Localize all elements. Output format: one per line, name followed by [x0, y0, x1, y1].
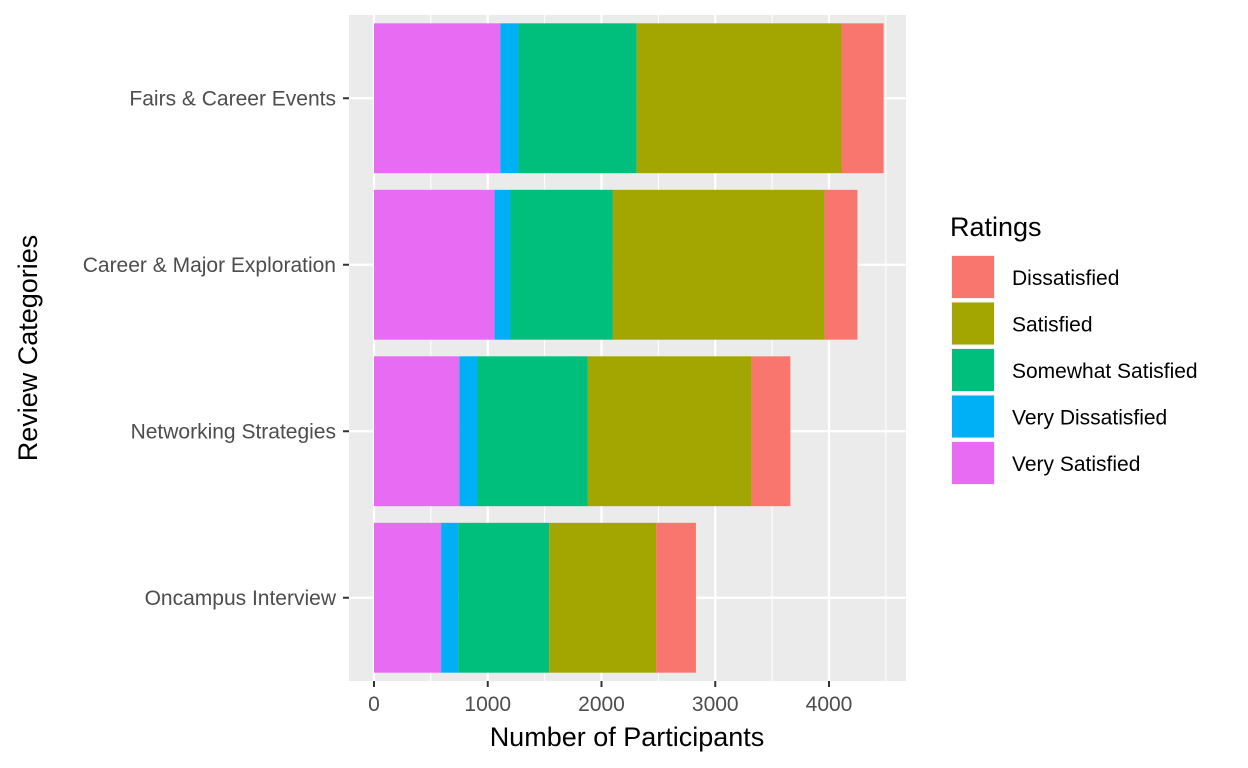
legend: Ratings Dissatisfied Satisfied Somewhat Sa… — [950, 212, 1198, 485]
y-axis: Fairs & Career Events Career & Major Expl… — [83, 87, 349, 610]
bar-segment-very-dissatisfied — [459, 356, 478, 507]
x-tick-label: 4000 — [806, 693, 853, 716]
x-tick-label: 2000 — [578, 693, 625, 716]
x-tick-label: 1000 — [464, 693, 511, 716]
bar-segment-very-satisfied — [374, 189, 495, 340]
legend-label: Very Satisfied — [1012, 453, 1140, 476]
bar-segment-very-dissatisfied — [494, 189, 511, 340]
bars — [374, 23, 884, 673]
y-tick-label: Oncampus Interview — [145, 587, 337, 610]
bar-segment-very-dissatisfied — [441, 522, 459, 673]
bar-segment-dissatisfied — [841, 23, 884, 174]
bar-segment-very-satisfied — [374, 522, 442, 673]
legend-items: Dissatisfied Satisfied Somewhat Satisfied V… — [951, 255, 1198, 485]
bar-segment-dissatisfied — [824, 189, 858, 340]
bar-segment-dissatisfied — [751, 356, 791, 507]
legend-key-swatch — [952, 256, 994, 298]
y-tick-label: Networking Strategies — [131, 420, 336, 443]
bar-segment-satisfied — [612, 189, 825, 340]
bar-segment-somewhat-satisfied — [510, 189, 613, 340]
bar-segment-satisfied — [636, 23, 842, 174]
legend-label: Somewhat Satisfied — [1012, 360, 1198, 383]
legend-key-swatch — [952, 442, 994, 484]
y-axis-title: Review Categories — [13, 235, 43, 462]
legend-title: Ratings — [950, 212, 1042, 242]
legend-label: Satisfied — [1012, 314, 1093, 337]
y-tick-label: Career & Major Exploration — [83, 254, 336, 277]
bar-segment-satisfied — [587, 356, 752, 507]
bar-segment-somewhat-satisfied — [477, 356, 588, 507]
bar-segment-very-satisfied — [374, 23, 501, 174]
x-axis-title: Number of Participants — [490, 722, 765, 752]
bar-segment-somewhat-satisfied — [518, 23, 637, 174]
x-tick-label: 0 — [368, 693, 380, 716]
y-tick-label: Fairs & Career Events — [129, 87, 336, 110]
legend-key-swatch — [952, 395, 994, 438]
bar-segment-very-satisfied — [374, 356, 460, 507]
legend-label: Very Dissatisfied — [1012, 407, 1167, 430]
legend-key-swatch — [952, 302, 994, 345]
x-tick-label: 3000 — [692, 693, 739, 716]
bar-segment-somewhat-satisfied — [458, 522, 550, 673]
x-axis: 0 1000 2000 3000 4000 — [368, 681, 852, 716]
legend-key-swatch — [952, 349, 994, 391]
bar-segment-very-dissatisfied — [500, 23, 519, 174]
bar-segment-satisfied — [549, 522, 657, 673]
bar-segment-dissatisfied — [656, 522, 696, 673]
legend-label: Dissatisfied — [1012, 267, 1119, 290]
